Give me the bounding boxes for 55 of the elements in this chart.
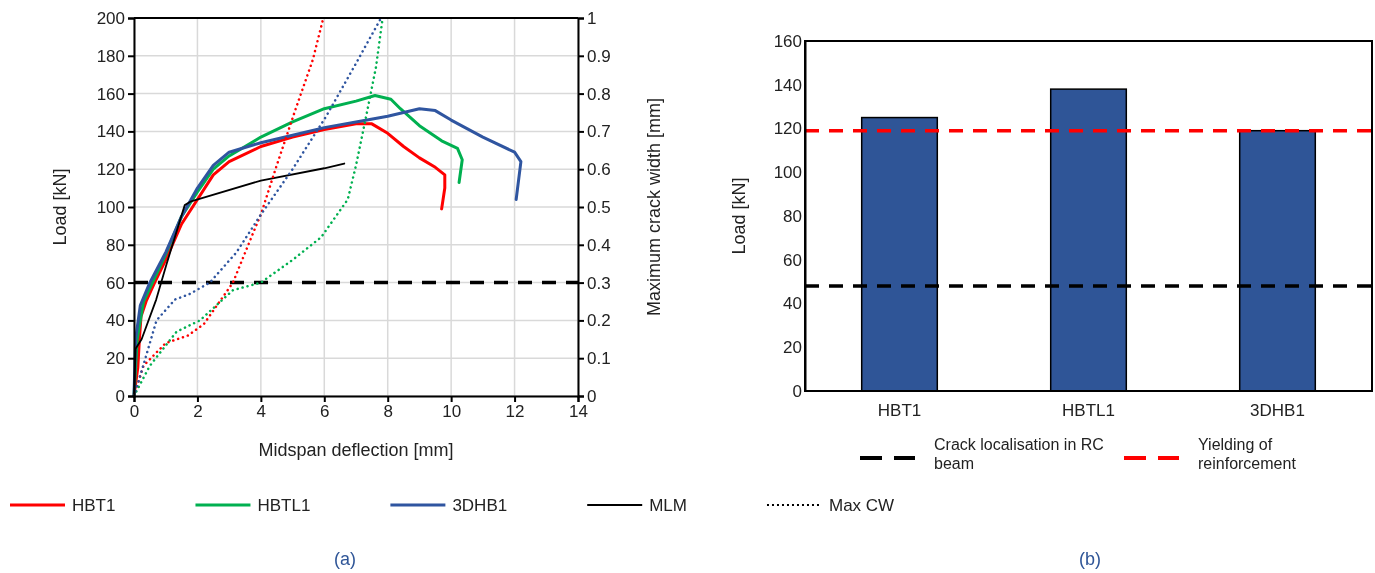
y-tick-label: 60 — [106, 273, 125, 293]
y-tick-label: 0 — [792, 381, 802, 401]
y-tick-label: 140 — [773, 75, 802, 95]
y-axis-title: Load [kN] — [50, 168, 70, 246]
y-tick-label: 20 — [106, 349, 125, 369]
y2-tick-label: 0.3 — [587, 273, 611, 293]
y2-tick-label: 0.4 — [587, 235, 611, 255]
y-axis-title: Load [kN] — [729, 177, 749, 255]
text: (a) — [334, 549, 356, 569]
y-tick-label: 80 — [106, 235, 125, 255]
x-tick-label: 14 — [569, 402, 588, 422]
legend-label: 3DHB1 — [452, 496, 508, 515]
x-tick-label: 2 — [193, 402, 203, 422]
y-tick-label: 60 — [783, 250, 802, 270]
y2-tick-label: 0.2 — [587, 311, 611, 331]
y2-axis-title: Maximum crack width [mm] — [644, 97, 664, 317]
y-tick-label: 80 — [783, 206, 802, 226]
y-tick-label: 120 — [773, 119, 802, 139]
y2-tick-label: 0.5 — [587, 197, 611, 217]
x-tick-label: HBT1 — [877, 401, 922, 421]
y2-tick-label: 0.8 — [587, 84, 611, 104]
y-tick-label: 40 — [106, 311, 125, 331]
y2-tick-label: 0.1 — [587, 349, 611, 369]
x-tick-label: 8 — [383, 402, 393, 422]
y-tick-label: 180 — [96, 46, 125, 66]
text: Max CW — [828, 496, 895, 515]
legend-label: Yielding of reinforcement — [1198, 436, 1297, 473]
y2-tick-label: 0.6 — [587, 160, 611, 180]
x-tick-label: 6 — [320, 402, 330, 422]
y-tick-label: 160 — [773, 31, 802, 51]
y2-tick-label: 0 — [587, 386, 597, 406]
y-tick-label: 20 — [783, 338, 802, 358]
y2-tick-label: 0.7 — [587, 122, 611, 142]
y-tick-label: 160 — [96, 84, 125, 104]
x-tick-label: 3DHB1 — [1250, 401, 1305, 421]
y-tick-label: 100 — [96, 197, 125, 217]
y-tick-label: 200 — [96, 8, 125, 28]
legend-label: MLM — [649, 496, 687, 515]
x-tick-label: HBTL1 — [1062, 401, 1115, 421]
x-tick-label: 12 — [505, 402, 525, 422]
y-tick-label: 40 — [783, 294, 802, 314]
legend-label: Crack localisation in RC beam — [934, 436, 1104, 473]
y-tick-label: 0 — [115, 386, 125, 406]
y2-tick-label: 1 — [587, 8, 597, 28]
x-tick-label: 10 — [442, 402, 462, 422]
y-tick-label: 120 — [96, 160, 125, 180]
y-tick-label: 140 — [96, 122, 125, 142]
legend-label: HBT1 — [72, 496, 116, 515]
x-tick-label: 4 — [256, 402, 267, 422]
legend-label: HBTL1 — [257, 496, 311, 515]
x-tick-label: 0 — [129, 402, 140, 422]
y-tick-label: 100 — [773, 163, 802, 183]
text: (b) — [1079, 549, 1101, 569]
y2-tick-label: 0.9 — [587, 46, 611, 66]
x-axis-title: Midspan deflection [mm] — [258, 440, 454, 460]
